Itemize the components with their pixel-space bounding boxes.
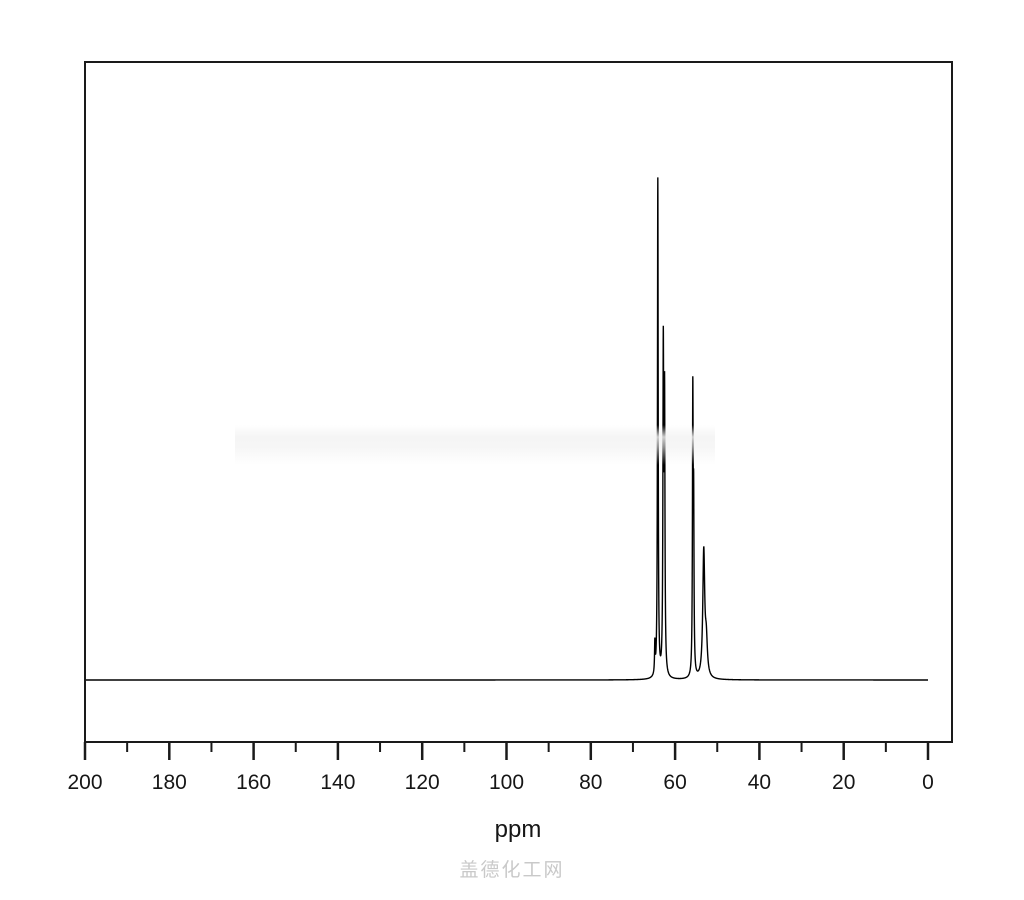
x-axis-tick-label: 20: [832, 771, 855, 794]
x-axis-tick-label: 120: [405, 771, 440, 794]
x-axis-tick-labels: 200 180 160 140 120 100 80 60 40 20 0: [67, 771, 933, 794]
x-axis-tick-label: 60: [663, 771, 686, 794]
x-axis-tick-label: 180: [152, 771, 187, 794]
plot-frame: [84, 61, 953, 743]
x-axis-title: ppm: [495, 816, 542, 843]
x-axis-ticks: [83, 742, 930, 760]
x-axis-tick-label: 200: [67, 771, 102, 794]
x-axis-tick-label: 80: [579, 771, 602, 794]
x-axis-tick-label: 100: [489, 771, 524, 794]
spectrum-trace: [86, 177, 928, 681]
x-axis-tick-label: 0: [922, 771, 934, 794]
x-axis-tick-label: 40: [748, 771, 771, 794]
site-watermark: 盖德化工网: [459, 859, 565, 881]
x-axis-tick-label: 160: [236, 771, 271, 794]
x-axis-tick-label: 140: [320, 771, 355, 794]
